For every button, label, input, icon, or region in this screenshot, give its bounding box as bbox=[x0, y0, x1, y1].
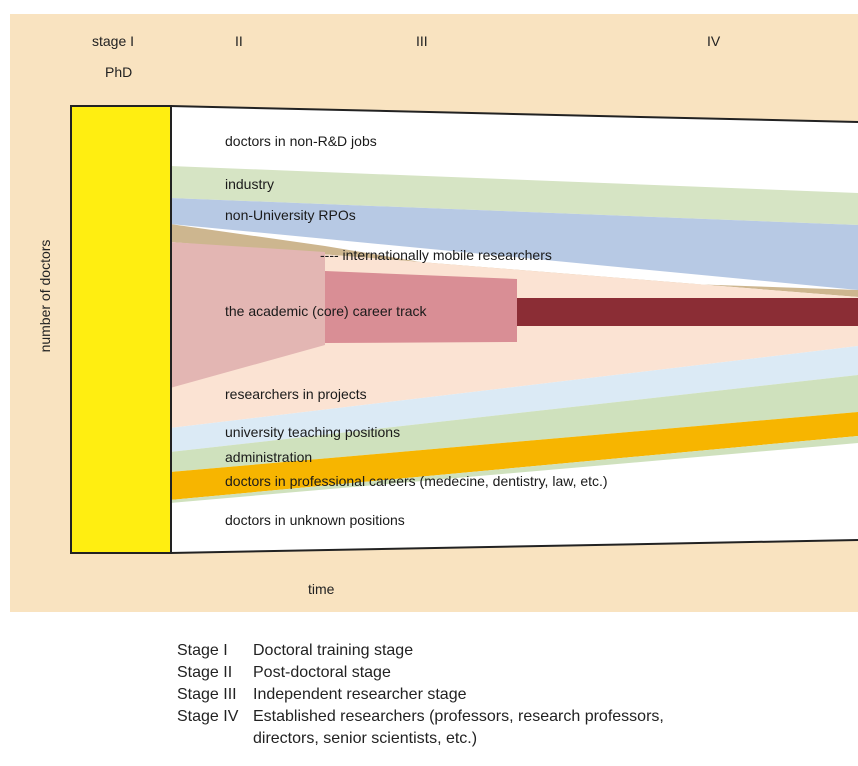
band-academic-stage4 bbox=[517, 298, 858, 326]
label-mobile: ---- internationally mobile researchers bbox=[320, 247, 552, 263]
stage-legend: Stage I Doctoral training stage Stage II… bbox=[177, 640, 673, 750]
label-non-university: non-University RPOs bbox=[225, 207, 356, 223]
legend-desc: Established researchers (professors, res… bbox=[253, 708, 664, 747]
stage-iii-label: III bbox=[416, 33, 428, 49]
legend-key: Stage IV bbox=[177, 708, 239, 725]
band-academic-stage3 bbox=[325, 271, 517, 343]
band-non-university bbox=[170, 198, 858, 290]
band-professional-edge bbox=[170, 436, 858, 503]
label-industry: industry bbox=[225, 176, 275, 192]
band-teaching bbox=[170, 346, 858, 452]
stage-i-label: stage I bbox=[92, 33, 135, 49]
legend-key: Stage III bbox=[177, 686, 237, 703]
legend-key: Stage I bbox=[177, 642, 228, 659]
phd-bar bbox=[70, 105, 172, 554]
label-projects: researchers in projects bbox=[225, 386, 367, 402]
legend-row: Stage IV Established researchers (profes… bbox=[177, 706, 673, 750]
y-axis-label: number of doctors bbox=[37, 239, 53, 353]
label-academic: the academic (core) career track bbox=[225, 303, 427, 319]
legend-desc: Post-doctoral stage bbox=[253, 664, 391, 681]
label-non-rd: doctors in non-R&D jobs bbox=[225, 133, 377, 149]
legend-row: Stage I Doctoral training stage bbox=[177, 640, 673, 662]
label-administration: administration bbox=[225, 449, 313, 465]
label-unknown: doctors in unknown positions bbox=[225, 512, 405, 528]
band-mobile bbox=[170, 224, 858, 297]
funnel-outline-bottom bbox=[169, 539, 858, 554]
legend-row: Stage III Independent researcher stage bbox=[177, 684, 673, 706]
legend-desc: Doctoral training stage bbox=[253, 642, 414, 659]
band-professional bbox=[170, 412, 858, 500]
x-axis-label: time bbox=[308, 581, 335, 597]
band-administration bbox=[170, 375, 858, 472]
stage-ii-label: II bbox=[235, 33, 243, 49]
label-professional: doctors in professional careers (medecin… bbox=[225, 473, 608, 489]
legend-row: Stage II Post-doctoral stage bbox=[177, 662, 673, 684]
band-academic-stage2 bbox=[170, 242, 325, 388]
legend-desc: Independent researcher stage bbox=[253, 686, 467, 703]
label-teaching: university teaching positions bbox=[225, 424, 401, 440]
funnel-outline bbox=[169, 105, 858, 123]
band-industry bbox=[170, 166, 858, 225]
stage-iv-label: IV bbox=[707, 33, 721, 49]
legend-key: Stage II bbox=[177, 664, 233, 681]
phd-label: PhD bbox=[105, 64, 133, 80]
